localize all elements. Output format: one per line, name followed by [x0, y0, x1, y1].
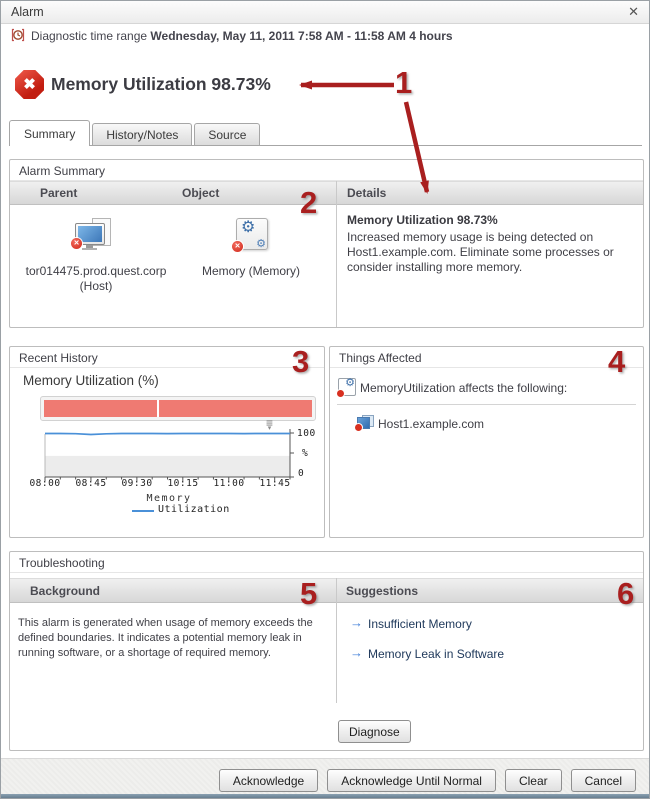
severity-divider — [156, 400, 159, 417]
y-min-label: 0 — [298, 468, 305, 479]
summary-vertical-divider — [336, 181, 337, 327]
recent-history-title: Recent History — [10, 347, 324, 368]
tab-summary[interactable]: Summary — [9, 120, 91, 146]
footer-strip — [1, 794, 649, 798]
parent-name[interactable]: tor014475.prod.quest.corp — [25, 264, 167, 278]
tab-history-notes[interactable]: History/Notes — [92, 123, 193, 145]
window-title: Alarm — [11, 5, 44, 19]
severity-band — [40, 396, 316, 421]
x-tick-0845: 08:45 — [75, 478, 107, 489]
tab-source[interactable]: Source — [194, 123, 261, 145]
suggestion-memory-leak[interactable]: Memory Leak in Software — [368, 647, 505, 661]
time-range-label: Diagnostic time range — [31, 29, 148, 43]
annotation-1: 1 — [395, 65, 413, 100]
object-name[interactable]: Memory (Memory) — [202, 264, 300, 278]
gear-small-icon: ⚙ — [256, 238, 266, 250]
page-title: Memory Utilization 98.73% — [51, 74, 271, 94]
parent-host-icon[interactable]: ✕ — [71, 218, 115, 256]
close-icon[interactable]: ✕ — [628, 4, 639, 19]
normal-band — [45, 455, 290, 477]
legend-line-icon — [132, 510, 154, 512]
severity-bar-fill — [44, 400, 312, 417]
time-range-value: Wednesday, May 11, 2011 7:58 AM - 11:58 … — [150, 29, 453, 43]
affected-host-item[interactable]: Host1.example.com — [378, 417, 485, 431]
legend-series-name: Utilization — [158, 504, 230, 515]
utilization-line — [45, 432, 290, 436]
parent-type: (Host) — [79, 279, 113, 293]
things-affected-title: Things Affected — [330, 347, 643, 368]
x-axis-ticks — [44, 477, 291, 481]
troubleshooting-column-header: Background Suggestions — [10, 578, 643, 603]
alarm-summary-column-header: Parent Object Details — [10, 181, 643, 205]
clear-button[interactable]: Clear — [504, 769, 562, 792]
things-affected-group: Things Affected ⚙ MemoryUtilization affe… — [329, 346, 644, 538]
suggestion-arrow-icon: → — [350, 645, 363, 660]
alarm-summary-group: Alarm Summary Parent Object Details ✕ to… — [9, 159, 644, 328]
column-background: Background — [30, 584, 101, 598]
x-tick-0800: 08:00 — [29, 478, 61, 489]
background-text: This alarm is generated when usage of me… — [18, 617, 313, 659]
column-details: Details — [347, 186, 387, 200]
x-tick-1145: 11:45 — [259, 478, 291, 489]
chart-options-icon[interactable]: ≡ ▾ — [266, 416, 274, 432]
troubleshooting-title: Troubleshooting — [10, 552, 643, 573]
alarm-badge-icon: ✕ — [71, 238, 82, 249]
y-max-label: 100 — [297, 428, 316, 439]
x-tick-0930: 09:30 — [121, 478, 153, 489]
alarm-summary-title: Alarm Summary — [10, 160, 643, 181]
utilization-chart[interactable] — [38, 426, 314, 486]
x-axis-name: Memory — [146, 493, 192, 504]
troubleshooting-vertical-divider — [336, 578, 337, 703]
column-object: Object — [182, 186, 220, 200]
object-memory-icon[interactable]: ⚙ ⚙ ✕ — [232, 218, 268, 252]
column-suggestions: Suggestions — [346, 584, 419, 598]
gear-icon: ⚙ — [241, 219, 256, 236]
metric-gear-icon: ⚙ — [337, 377, 356, 397]
diagnostic-time-range: Diagnostic time range Wednesday, May 11,… — [31, 29, 453, 43]
x-tick-1015: 10:15 — [167, 478, 199, 489]
acknowledge-until-normal-button[interactable]: Acknowledge Until Normal — [327, 769, 496, 792]
affected-host-icon — [355, 415, 374, 431]
title-bar: Alarm ✕ — [1, 1, 649, 24]
x-tick-1100: 11:00 — [213, 478, 245, 489]
annotation-4: 4 — [608, 344, 626, 379]
details-title: Memory Utilization 98.73% — [347, 213, 498, 227]
footer-separator — [1, 758, 649, 759]
recent-history-group: Recent History Memory Utilization (%) ≡ … — [9, 346, 325, 538]
acknowledge-button[interactable]: Acknowledge — [218, 769, 319, 792]
alarm-dot-icon — [355, 424, 362, 431]
footer-buttons: Acknowledge Acknowledge Until Normal Cle… — [218, 769, 636, 792]
diagnose-button[interactable]: Diagnose — [338, 720, 411, 743]
suggestion-arrow-icon: → — [350, 615, 363, 630]
annotation-6: 6 — [617, 576, 635, 611]
troubleshooting-group: Troubleshooting Background Suggestions T… — [9, 551, 644, 751]
cancel-button[interactable]: Cancel — [570, 769, 636, 792]
suggestion-insufficient-memory[interactable]: Insufficient Memory — [368, 617, 472, 631]
chart-title: Memory Utilization (%) — [23, 373, 159, 388]
annotation-2: 2 — [300, 185, 318, 220]
annotation-5: 5 — [300, 576, 318, 611]
tab-bar: Summary History/Notes Source — [9, 120, 261, 146]
diagnostic-clock-icon — [10, 27, 26, 48]
y-unit-label: % — [302, 448, 309, 459]
things-affected-header: MemoryUtilization affects the following: — [360, 381, 568, 395]
alarm-badge-icon: ✕ — [232, 241, 243, 252]
details-body: Increased memory usage is being detected… — [347, 230, 614, 274]
column-parent: Parent — [40, 186, 78, 200]
error-severity-icon: ✖ — [15, 70, 44, 99]
tab-rule — [9, 145, 642, 146]
things-affected-divider — [337, 404, 636, 405]
alarm-dot-icon — [337, 390, 344, 397]
host-monitor — [75, 223, 105, 245]
annotation-3: 3 — [292, 344, 310, 379]
